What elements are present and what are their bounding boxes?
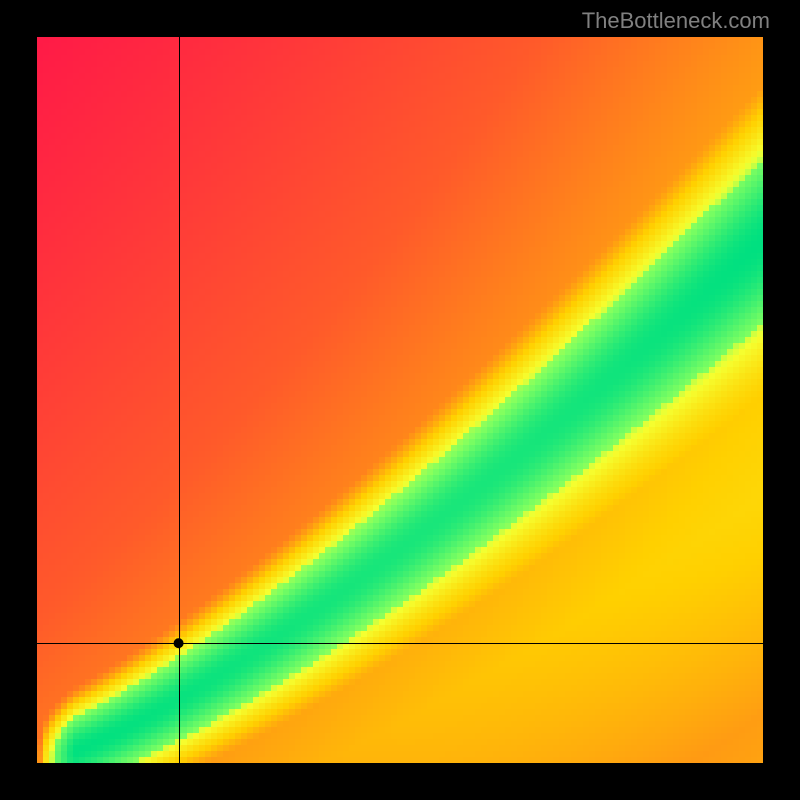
chart-container: TheBottleneck.com (0, 0, 800, 800)
heatmap-plot (37, 37, 763, 763)
watermark-text: TheBottleneck.com (582, 8, 770, 34)
heatmap-canvas (37, 37, 763, 763)
